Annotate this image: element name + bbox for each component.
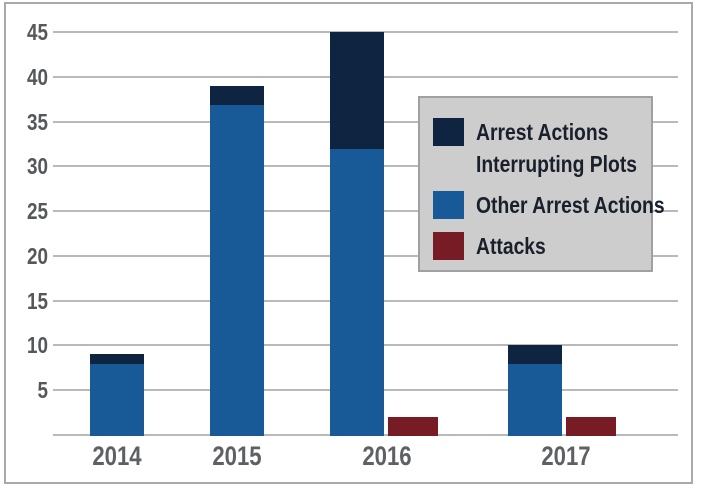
- bar-segment-arrest-actions-2014: [90, 363, 144, 436]
- bar-segment-arrest-actions-2015: [210, 86, 264, 105]
- bar-segment-arrest-actions-2015: [210, 104, 264, 436]
- x-axis-label: 2014: [92, 441, 142, 471]
- bar-segment-arrest-actions-2017: [508, 363, 562, 436]
- bar-segment-arrest-actions-2017: [508, 345, 562, 364]
- bar-segment-arrest-actions-2016: [330, 148, 384, 436]
- y-tick-label: 10: [27, 332, 48, 358]
- bar-segment-attacks-2016: [388, 417, 438, 436]
- y-tick-label: 35: [27, 109, 48, 135]
- y-tick-label: 20: [27, 243, 48, 269]
- legend-swatch-icon: [433, 118, 464, 146]
- legend-item: Arrest Actions Interrupting Plots: [433, 116, 641, 180]
- y-tick-label: 15: [27, 288, 48, 314]
- legend-item: Attacks: [433, 230, 641, 262]
- y-tick-label: 25: [27, 198, 48, 224]
- y-tick-label: 30: [27, 153, 48, 179]
- legend-label: Other Arrest Actions: [476, 192, 665, 218]
- legend-label: Arrest Actions Interrupting Plots: [476, 119, 638, 177]
- legend-swatch-icon: [433, 232, 464, 260]
- legend-item: Other Arrest Actions: [433, 189, 665, 221]
- legend-label: Attacks: [476, 233, 546, 259]
- bar-segment-arrest-actions-2016: [330, 32, 384, 149]
- legend-swatch-icon: [433, 191, 464, 219]
- x-axis-label: 2017: [541, 441, 591, 471]
- x-axis-label: 2016: [362, 441, 412, 471]
- y-tick-label: 40: [27, 64, 48, 90]
- x-axis-label: 2015: [212, 441, 262, 471]
- bar-segment-arrest-actions-2014: [90, 354, 144, 364]
- bar-segment-attacks-2017: [566, 417, 616, 436]
- y-tick-label: 5: [37, 377, 48, 403]
- legend: Arrest Actions Interrupting Plots Other Ar…: [418, 96, 665, 272]
- y-tick-label: 45: [27, 19, 48, 45]
